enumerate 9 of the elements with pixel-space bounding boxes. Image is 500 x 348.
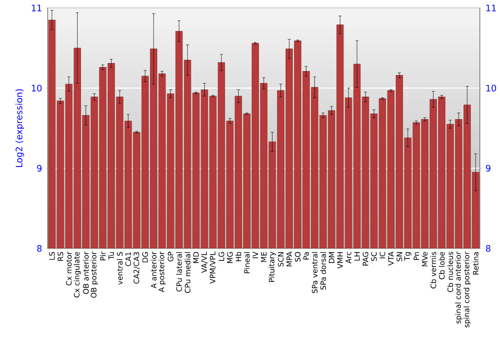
y2-tick-label: 11	[486, 4, 496, 12]
y2-tick-label: 9	[486, 164, 490, 172]
y-axis-title: Log2 (expression)	[15, 89, 24, 168]
y2-tick-label: 10	[486, 84, 496, 92]
y-tick-label: 11	[32, 4, 42, 12]
y-tick-label: 10	[32, 84, 42, 92]
y-tick-label: 9	[37, 164, 42, 172]
y2-tick-label: 8	[486, 245, 490, 252]
y-tick-label: 8	[37, 245, 42, 252]
